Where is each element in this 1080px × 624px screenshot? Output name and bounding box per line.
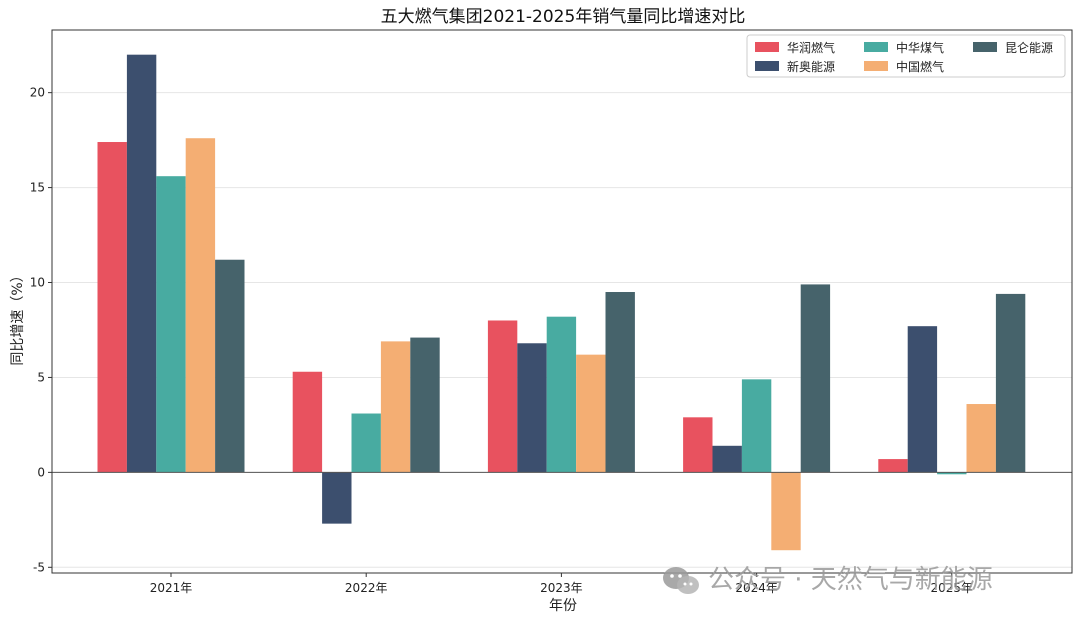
x-axis-label: 年份 [549, 598, 577, 614]
chart-title: 五大燃气集团2021-2025年销气量同比增速对比 [381, 7, 746, 27]
x-ticks: 2021年 2022年 2023年 2024年 2025年 [150, 573, 973, 595]
bar-新奥能源-2021年 [126, 54, 157, 473]
bars [97, 54, 1026, 551]
legend-swatch [755, 42, 779, 52]
y-tick-label: 0 [37, 465, 45, 479]
bar-中华煤气-2022年 [351, 413, 381, 473]
y-tick-label: 5 [37, 370, 45, 384]
x-tick-label: 2021年 [150, 581, 193, 595]
y-tick-label: 10 [30, 276, 45, 290]
legend-swatch [864, 42, 888, 52]
bar-新奥能源-2024年 [712, 445, 742, 473]
bar-中华煤气-2021年 [156, 176, 186, 473]
legend-label: 中华煤气 [896, 40, 944, 55]
bar-华润燃气-2023年 [487, 320, 518, 473]
y-axis-label: 同比增速（%） [10, 268, 26, 365]
x-tick-label: 2023年 [540, 581, 583, 595]
bar-中华煤气-2023年 [546, 316, 577, 473]
legend-swatch [755, 61, 779, 71]
x-tick-label: 2025年 [931, 581, 974, 595]
bar-昆仑能源-2023年 [605, 292, 635, 473]
wechat-icon [663, 567, 699, 594]
bar-昆仑能源-2022年 [410, 337, 440, 473]
x-tick-label: 2024年 [735, 581, 778, 595]
bar-中国燃气-2025年 [966, 404, 996, 473]
bar-昆仑能源-2025年 [995, 293, 1026, 473]
bar-中国燃气-2022年 [380, 341, 411, 473]
bar-中国燃气-2021年 [185, 138, 216, 473]
legend-swatch [864, 61, 888, 71]
bar-昆仑能源-2024年 [800, 284, 831, 473]
bar-华润燃气-2024年 [683, 417, 713, 473]
legend-label: 新奥能源 [787, 59, 835, 74]
watermark-text: 公众号 · 天然气与新能源 [708, 565, 993, 595]
legend-label: 昆仑能源 [1005, 41, 1053, 55]
x-tick-label: 2022年 [345, 581, 388, 595]
bar-中华煤气-2025年 [937, 472, 967, 475]
watermark: 公众号 · 天然气与新能源 [663, 565, 993, 595]
bar-新奥能源-2023年 [517, 343, 547, 473]
bar-新奥能源-2022年 [322, 472, 352, 524]
y-ticks: -5 0 5 10 15 20 [30, 86, 52, 574]
legend-label: 中国燃气 [896, 59, 944, 74]
bar-中华煤气-2024年 [741, 379, 772, 473]
y-tick-label: 20 [30, 86, 45, 100]
bar-华润燃气-2025年 [878, 459, 908, 473]
legend-swatch [973, 42, 997, 52]
bar-昆仑能源-2021年 [215, 259, 245, 473]
bar-中国燃气-2024年 [771, 472, 801, 551]
plot-frame [51, 29, 1073, 574]
bar-新奥能源-2025年 [907, 326, 938, 473]
y-tick-label: -5 [33, 560, 45, 574]
bar-中国燃气-2023年 [576, 354, 606, 473]
y-tick-label: 15 [30, 181, 45, 195]
legend-label: 华润燃气 [787, 40, 835, 55]
bar-华润燃气-2021年 [97, 142, 127, 473]
bar-华润燃气-2022年 [292, 371, 323, 473]
